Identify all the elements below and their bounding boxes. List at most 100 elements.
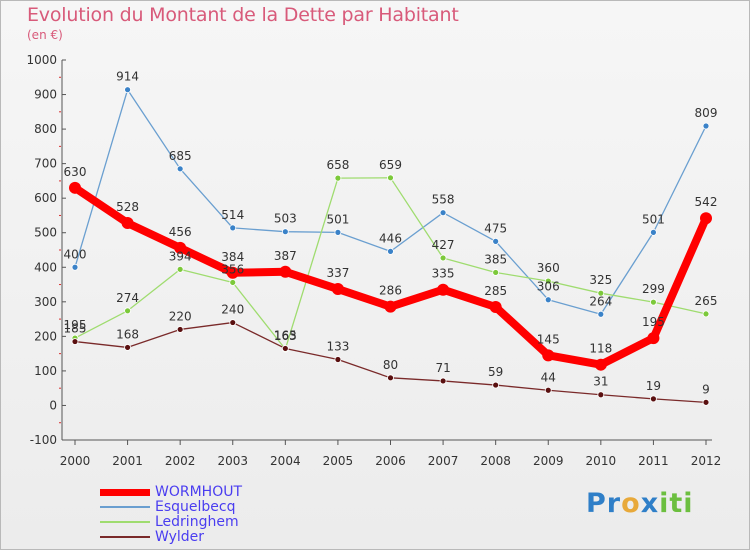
data-point	[594, 358, 607, 371]
data-label: 360	[537, 261, 560, 275]
y-tick-label: 100	[34, 364, 57, 378]
x-tick-label: 2004	[270, 454, 301, 468]
chart-subtitle: (en €)	[27, 28, 63, 42]
data-point	[279, 265, 292, 278]
data-label: 514	[221, 208, 244, 222]
data-label: 306	[537, 280, 560, 294]
data-label: 384	[221, 250, 244, 264]
data-label: 914	[116, 70, 139, 84]
data-label: 286	[379, 284, 402, 298]
data-point	[229, 224, 237, 232]
data-point	[226, 266, 239, 279]
data-point	[71, 338, 79, 345]
y-tick-label: 200	[34, 329, 57, 343]
data-label: 394	[169, 249, 192, 263]
data-label: 44	[541, 370, 556, 384]
y-tick-label: 800	[34, 122, 57, 136]
data-label: 475	[484, 221, 507, 235]
x-tick-label: 2011	[638, 454, 669, 468]
data-label: 165	[274, 328, 297, 342]
data-point	[387, 374, 394, 382]
data-point	[387, 247, 394, 255]
data-point	[174, 241, 187, 254]
data-label: 427	[432, 238, 455, 252]
data-label: 71	[435, 361, 450, 375]
data-point	[387, 174, 394, 182]
x-tick-label: 2001	[112, 454, 143, 468]
data-label: 274	[116, 291, 139, 305]
series-esquelbecq	[71, 86, 710, 318]
data-point	[121, 217, 134, 230]
data-point	[334, 228, 342, 236]
data-label: 9	[702, 382, 710, 396]
x-tick-label: 2010	[586, 454, 617, 468]
chart-title: Evolution du Montant de la Dette par Hab…	[27, 4, 459, 26]
data-point	[700, 212, 712, 225]
data-point	[437, 283, 450, 296]
data-label: 809	[695, 106, 718, 120]
data-label: 168	[116, 327, 139, 341]
data-point	[650, 298, 657, 306]
data-point	[71, 263, 79, 271]
data-label: 501	[326, 212, 349, 226]
data-point	[334, 174, 342, 182]
data-label: 264	[589, 294, 612, 308]
data-point	[281, 228, 289, 236]
legend-swatch	[100, 506, 150, 508]
data-point	[229, 279, 237, 286]
data-label: 145	[537, 332, 560, 346]
series-wormhout	[69, 181, 712, 371]
data-label: 558	[432, 193, 455, 207]
data-label: 337	[326, 266, 349, 280]
data-label: 265	[695, 294, 718, 308]
data-point	[650, 228, 657, 236]
data-label: 400	[64, 247, 87, 261]
data-point	[597, 310, 605, 318]
data-point	[492, 269, 500, 276]
data-label: 299	[642, 282, 665, 296]
data-point	[542, 349, 555, 362]
legend-label: Wylder	[155, 529, 205, 545]
data-point	[439, 254, 447, 262]
x-tick-label: 2007	[428, 454, 459, 468]
data-point	[124, 86, 131, 94]
data-label: 685	[169, 149, 192, 163]
data-label: 163	[274, 329, 297, 343]
data-label: 659	[379, 158, 402, 172]
brand-letter: i	[659, 488, 670, 519]
x-tick-label: 2008	[480, 454, 511, 468]
data-label: 220	[169, 309, 192, 323]
data-label: 542	[695, 195, 718, 209]
y-tick-label: 900	[34, 88, 57, 102]
data-point	[702, 122, 710, 130]
data-label: 528	[116, 200, 139, 214]
data-point	[492, 381, 500, 389]
brand-letter: x	[640, 488, 660, 519]
brand-letter: i	[683, 488, 694, 519]
x-tick-label: 2005	[323, 454, 354, 468]
y-tick-label: -100	[30, 433, 57, 447]
data-point	[492, 237, 500, 245]
data-label: 385	[484, 252, 507, 266]
data-point	[176, 165, 184, 173]
data-label: 19	[646, 379, 661, 393]
data-point	[124, 344, 131, 351]
data-label: 456	[169, 225, 192, 239]
data-point	[544, 296, 552, 304]
x-tick-label: 2012	[691, 454, 722, 468]
series-ledringhem	[71, 174, 710, 353]
data-point	[69, 181, 81, 194]
data-point	[229, 319, 237, 326]
data-point	[650, 395, 657, 403]
data-point	[124, 307, 131, 315]
data-point	[281, 345, 289, 352]
legend-label: WORMHOUT	[155, 484, 243, 500]
data-label: 133	[326, 340, 349, 354]
x-tick-label: 2002	[165, 454, 196, 468]
data-point	[384, 300, 397, 313]
data-point	[702, 398, 710, 406]
data-label: 59	[488, 365, 503, 379]
data-label: 335	[432, 267, 455, 281]
data-label: 325	[589, 273, 612, 287]
